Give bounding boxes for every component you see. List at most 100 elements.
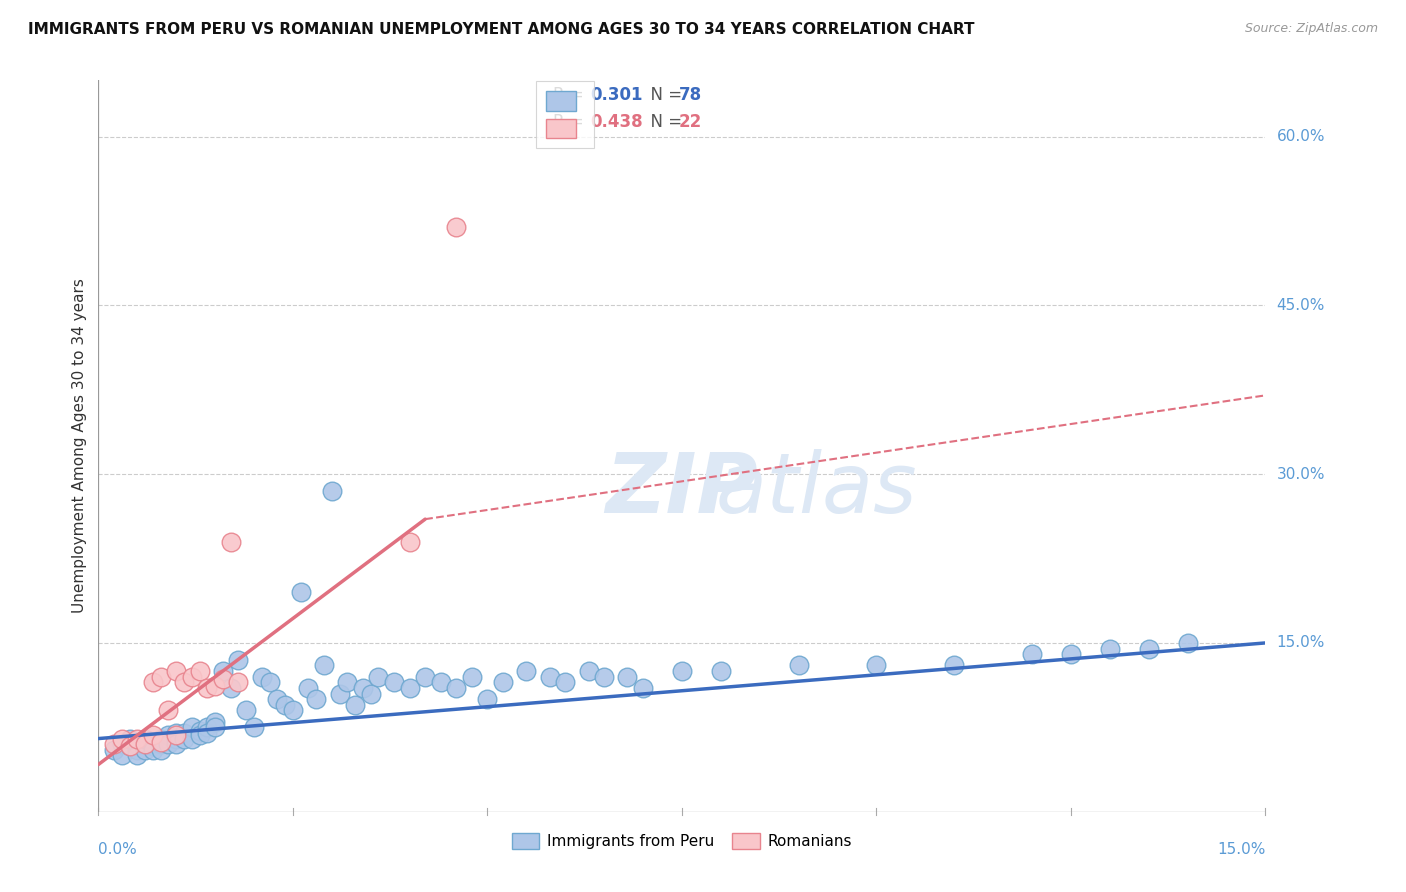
Point bbox=[149, 737, 172, 751]
Text: ZIP: ZIP bbox=[606, 450, 758, 531]
Point bbox=[188, 728, 211, 742]
Point bbox=[787, 658, 810, 673]
Point bbox=[118, 731, 141, 746]
Point bbox=[118, 739, 141, 754]
Text: 0.438: 0.438 bbox=[591, 112, 643, 131]
Point bbox=[1098, 641, 1121, 656]
Point bbox=[111, 737, 134, 751]
Point bbox=[1177, 636, 1199, 650]
Point bbox=[235, 703, 257, 717]
Point bbox=[865, 658, 887, 673]
Text: R =: R = bbox=[553, 112, 589, 131]
Point bbox=[134, 743, 156, 757]
Point bbox=[142, 743, 165, 757]
Point bbox=[157, 703, 180, 717]
Point bbox=[165, 726, 187, 740]
Point bbox=[593, 670, 616, 684]
Text: 78: 78 bbox=[679, 87, 702, 104]
Point bbox=[165, 664, 187, 678]
Point bbox=[671, 664, 693, 678]
Point bbox=[149, 743, 172, 757]
Point bbox=[127, 737, 149, 751]
Point bbox=[616, 670, 638, 684]
Point bbox=[344, 698, 367, 712]
Point bbox=[429, 675, 451, 690]
Point bbox=[149, 735, 172, 749]
Text: atlas: atlas bbox=[716, 450, 917, 531]
Point bbox=[157, 728, 180, 742]
Point bbox=[413, 670, 436, 684]
Point bbox=[204, 714, 226, 729]
Point bbox=[266, 692, 288, 706]
Point bbox=[360, 687, 382, 701]
Text: 45.0%: 45.0% bbox=[1277, 298, 1324, 313]
Point bbox=[461, 670, 484, 684]
Point bbox=[515, 664, 537, 678]
Point bbox=[103, 737, 125, 751]
Point bbox=[398, 534, 420, 549]
Point bbox=[103, 743, 125, 757]
Point bbox=[111, 731, 134, 746]
Point bbox=[243, 720, 266, 734]
Point bbox=[142, 737, 165, 751]
Text: N =: N = bbox=[640, 87, 688, 104]
Point bbox=[710, 664, 733, 678]
Point bbox=[477, 692, 499, 706]
Point bbox=[188, 664, 211, 678]
Text: 60.0%: 60.0% bbox=[1277, 129, 1324, 144]
Point bbox=[180, 670, 202, 684]
Point bbox=[281, 703, 304, 717]
Point bbox=[382, 675, 405, 690]
Point bbox=[165, 731, 187, 746]
Point bbox=[134, 731, 156, 746]
Point bbox=[127, 743, 149, 757]
Point bbox=[127, 731, 149, 746]
Point bbox=[219, 681, 242, 695]
Point bbox=[134, 737, 156, 751]
Point bbox=[180, 720, 202, 734]
Point bbox=[165, 737, 187, 751]
Text: R =: R = bbox=[553, 87, 589, 104]
Point bbox=[111, 748, 134, 763]
Point bbox=[554, 675, 576, 690]
Point bbox=[165, 728, 187, 742]
Point bbox=[329, 687, 352, 701]
Point bbox=[297, 681, 319, 695]
Point bbox=[943, 658, 966, 673]
Point bbox=[538, 670, 561, 684]
Point bbox=[1021, 647, 1043, 661]
Point bbox=[228, 675, 250, 690]
Text: IMMIGRANTS FROM PERU VS ROMANIAN UNEMPLOYMENT AMONG AGES 30 TO 34 YEARS CORRELAT: IMMIGRANTS FROM PERU VS ROMANIAN UNEMPLO… bbox=[28, 22, 974, 37]
Point bbox=[312, 658, 335, 673]
Point bbox=[149, 731, 172, 746]
Text: 15.0%: 15.0% bbox=[1277, 635, 1324, 650]
Text: 0.301: 0.301 bbox=[591, 87, 643, 104]
Point bbox=[157, 737, 180, 751]
Point bbox=[127, 748, 149, 763]
Point bbox=[1137, 641, 1160, 656]
Point bbox=[149, 670, 172, 684]
Point bbox=[446, 681, 468, 695]
Point bbox=[142, 739, 165, 754]
Point bbox=[259, 675, 281, 690]
Point bbox=[274, 698, 297, 712]
Point bbox=[305, 692, 328, 706]
Point bbox=[578, 664, 600, 678]
Point bbox=[173, 675, 195, 690]
Point bbox=[336, 675, 359, 690]
Point bbox=[212, 672, 235, 686]
Point bbox=[173, 731, 195, 746]
Point bbox=[195, 681, 218, 695]
Point bbox=[367, 670, 389, 684]
Text: 0.0%: 0.0% bbox=[98, 842, 138, 857]
Y-axis label: Unemployment Among Ages 30 to 34 years: Unemployment Among Ages 30 to 34 years bbox=[72, 278, 87, 614]
Point bbox=[142, 728, 165, 742]
Point bbox=[631, 681, 654, 695]
Point bbox=[134, 737, 156, 751]
Point bbox=[228, 653, 250, 667]
Point bbox=[219, 534, 242, 549]
Point bbox=[204, 720, 226, 734]
Text: 22: 22 bbox=[679, 112, 702, 131]
Point bbox=[321, 483, 343, 498]
Point bbox=[1060, 647, 1083, 661]
